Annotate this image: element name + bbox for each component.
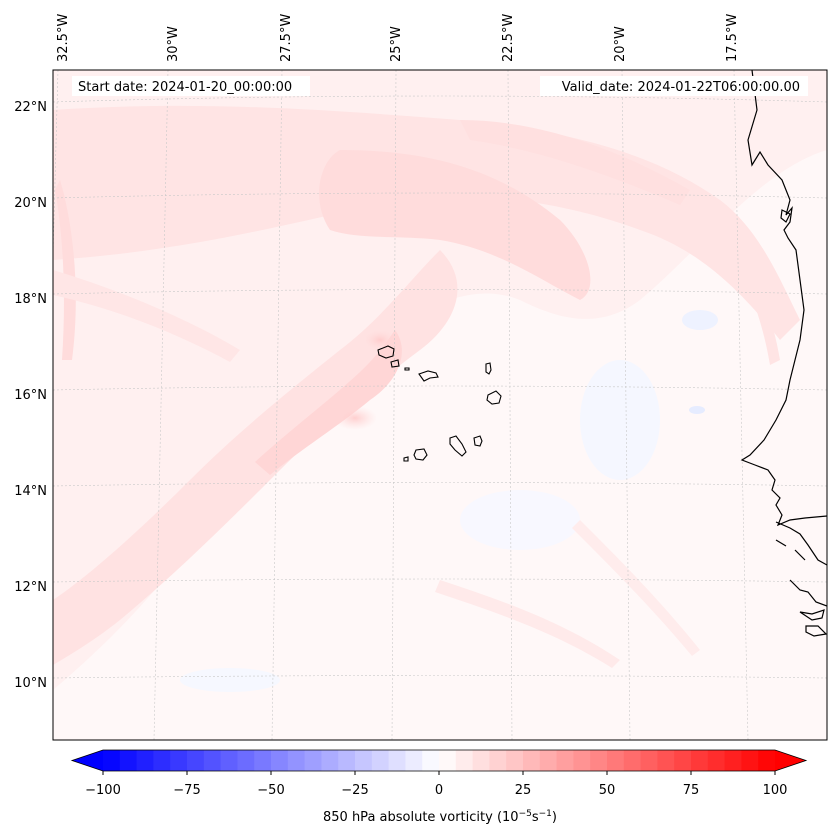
island-santa-luzia [404, 367, 410, 371]
start-date-box [72, 76, 310, 96]
coastline [740, 70, 827, 637]
colorbar-cell [338, 750, 356, 771]
colorbar-cell [136, 750, 154, 771]
colorbar-cell [455, 750, 473, 771]
colorbar-tick-label: −25 [341, 783, 368, 798]
island-boa-vista [486, 390, 502, 405]
lon-label: 30°W [166, 26, 181, 62]
colorbar-cell [187, 750, 205, 771]
africa-coastline [740, 70, 827, 527]
colorbar-cell [304, 750, 322, 771]
lon-label: 20°W [613, 26, 628, 62]
lon-label: 25°W [389, 26, 404, 62]
longitude-labels: 32.5°W 30°W 27.5°W 25°W 22.5°W 20°W 17.5… [56, 14, 740, 62]
colorbar-tick-label: 100 [763, 783, 788, 798]
island-maio [473, 435, 483, 447]
island-brava [403, 456, 409, 462]
colorbar-tick-label: 25 [515, 783, 532, 798]
colorbar-cell [422, 750, 440, 771]
colorbar-tick-label: 0 [435, 783, 443, 798]
lat-label: 18°N [14, 292, 47, 307]
colorbar-cell [153, 750, 171, 771]
island-santo-antao [377, 345, 395, 359]
island-sao-vicente [390, 359, 400, 368]
colorbar-cell [439, 750, 457, 771]
start-date-label: Start date: 2024-01-20_00:00:00 [78, 80, 292, 95]
colorbar-cell [271, 750, 289, 771]
colorbar-tick-label: 50 [599, 783, 616, 798]
colorbar-label: 850 hPa absolute vorticity (10−5s−1) [323, 809, 557, 825]
colorbar-max-extension [775, 750, 806, 771]
lon-label: 27.5°W [279, 14, 294, 62]
colorbar-cell [254, 750, 272, 771]
colorbar-cell [623, 750, 641, 771]
colorbar-cell [741, 750, 759, 771]
colorbar-tick-label: −50 [257, 783, 284, 798]
colorbar-cell [355, 750, 373, 771]
colorbar-tick-label: −100 [85, 783, 121, 798]
lat-label: 12°N [14, 580, 47, 595]
colorbar-cell [657, 750, 675, 771]
colorbar-tick-label: −75 [173, 783, 200, 798]
colorbar-tick-label: 75 [683, 783, 700, 798]
colorbar-cell [321, 750, 339, 771]
colorbar-cell [707, 750, 725, 771]
valid-date-label: Valid_date: 2024-01-22T06:00:00.00 [562, 80, 800, 95]
latitude-labels: 22°N 20°N 18°N 16°N 14°N 12°N 10°N [14, 100, 47, 691]
colorbar-cell [539, 750, 557, 771]
colorbar-cell [523, 750, 541, 771]
island-fogo [413, 448, 428, 461]
colorbar-ticks: −100 −75 −50 −25 0 25 50 75 100 [85, 771, 787, 798]
cape-verde-islands [377, 345, 502, 462]
colorbar-cell [103, 750, 121, 771]
colorbar-cell [287, 750, 305, 771]
lat-label: 22°N [14, 100, 47, 115]
colorbar-cell [556, 750, 574, 771]
colorbar-cell [119, 750, 137, 771]
colorbar-cell [405, 750, 423, 771]
lat-label: 20°N [14, 196, 47, 211]
colorbar-cell [472, 750, 490, 771]
colorbar-cell [203, 750, 221, 771]
colorbar-cell [388, 750, 406, 771]
lat-label: 10°N [14, 676, 47, 691]
colorbar-cell [674, 750, 692, 771]
lat-label: 16°N [14, 388, 47, 403]
lat-label: 14°N [14, 484, 47, 499]
colorbar-cell [573, 750, 591, 771]
colorbar-cell [506, 750, 524, 771]
colorbar-cell [220, 750, 238, 771]
colorbar-cell [758, 750, 776, 771]
colorbar-cell [489, 750, 507, 771]
lon-label: 32.5°W [56, 14, 71, 62]
valid-date-box [540, 76, 808, 96]
island-sal [485, 362, 492, 375]
colorbar-cell [170, 750, 188, 771]
colorbar-cell [590, 750, 608, 771]
colorbar-cell [640, 750, 658, 771]
colorbar-cell [237, 750, 255, 771]
lon-label: 17.5°W [725, 14, 740, 62]
island-sao-nicolau [418, 370, 439, 382]
colorbar-cell [371, 750, 389, 771]
vorticity-field [53, 70, 827, 692]
colorbar: −100 −75 −50 −25 0 25 50 75 100 850 hPa … [70, 749, 808, 825]
colorbar-cells [103, 750, 776, 771]
colorbar-cell [724, 750, 742, 771]
colorbar-cell [607, 750, 625, 771]
lon-label: 22.5°W [501, 14, 516, 62]
colorbar-cell [691, 750, 709, 771]
colorbar-min-extension [72, 750, 103, 771]
island-santiago [449, 435, 467, 457]
map-panel: Start date: 2024-01-20_00:00:00 Valid_da… [52, 69, 828, 741]
map-frame [52, 69, 828, 741]
